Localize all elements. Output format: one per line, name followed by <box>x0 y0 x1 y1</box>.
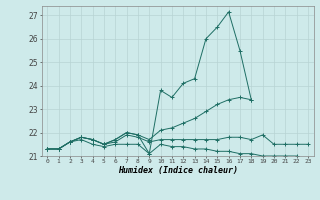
X-axis label: Humidex (Indice chaleur): Humidex (Indice chaleur) <box>118 166 237 175</box>
